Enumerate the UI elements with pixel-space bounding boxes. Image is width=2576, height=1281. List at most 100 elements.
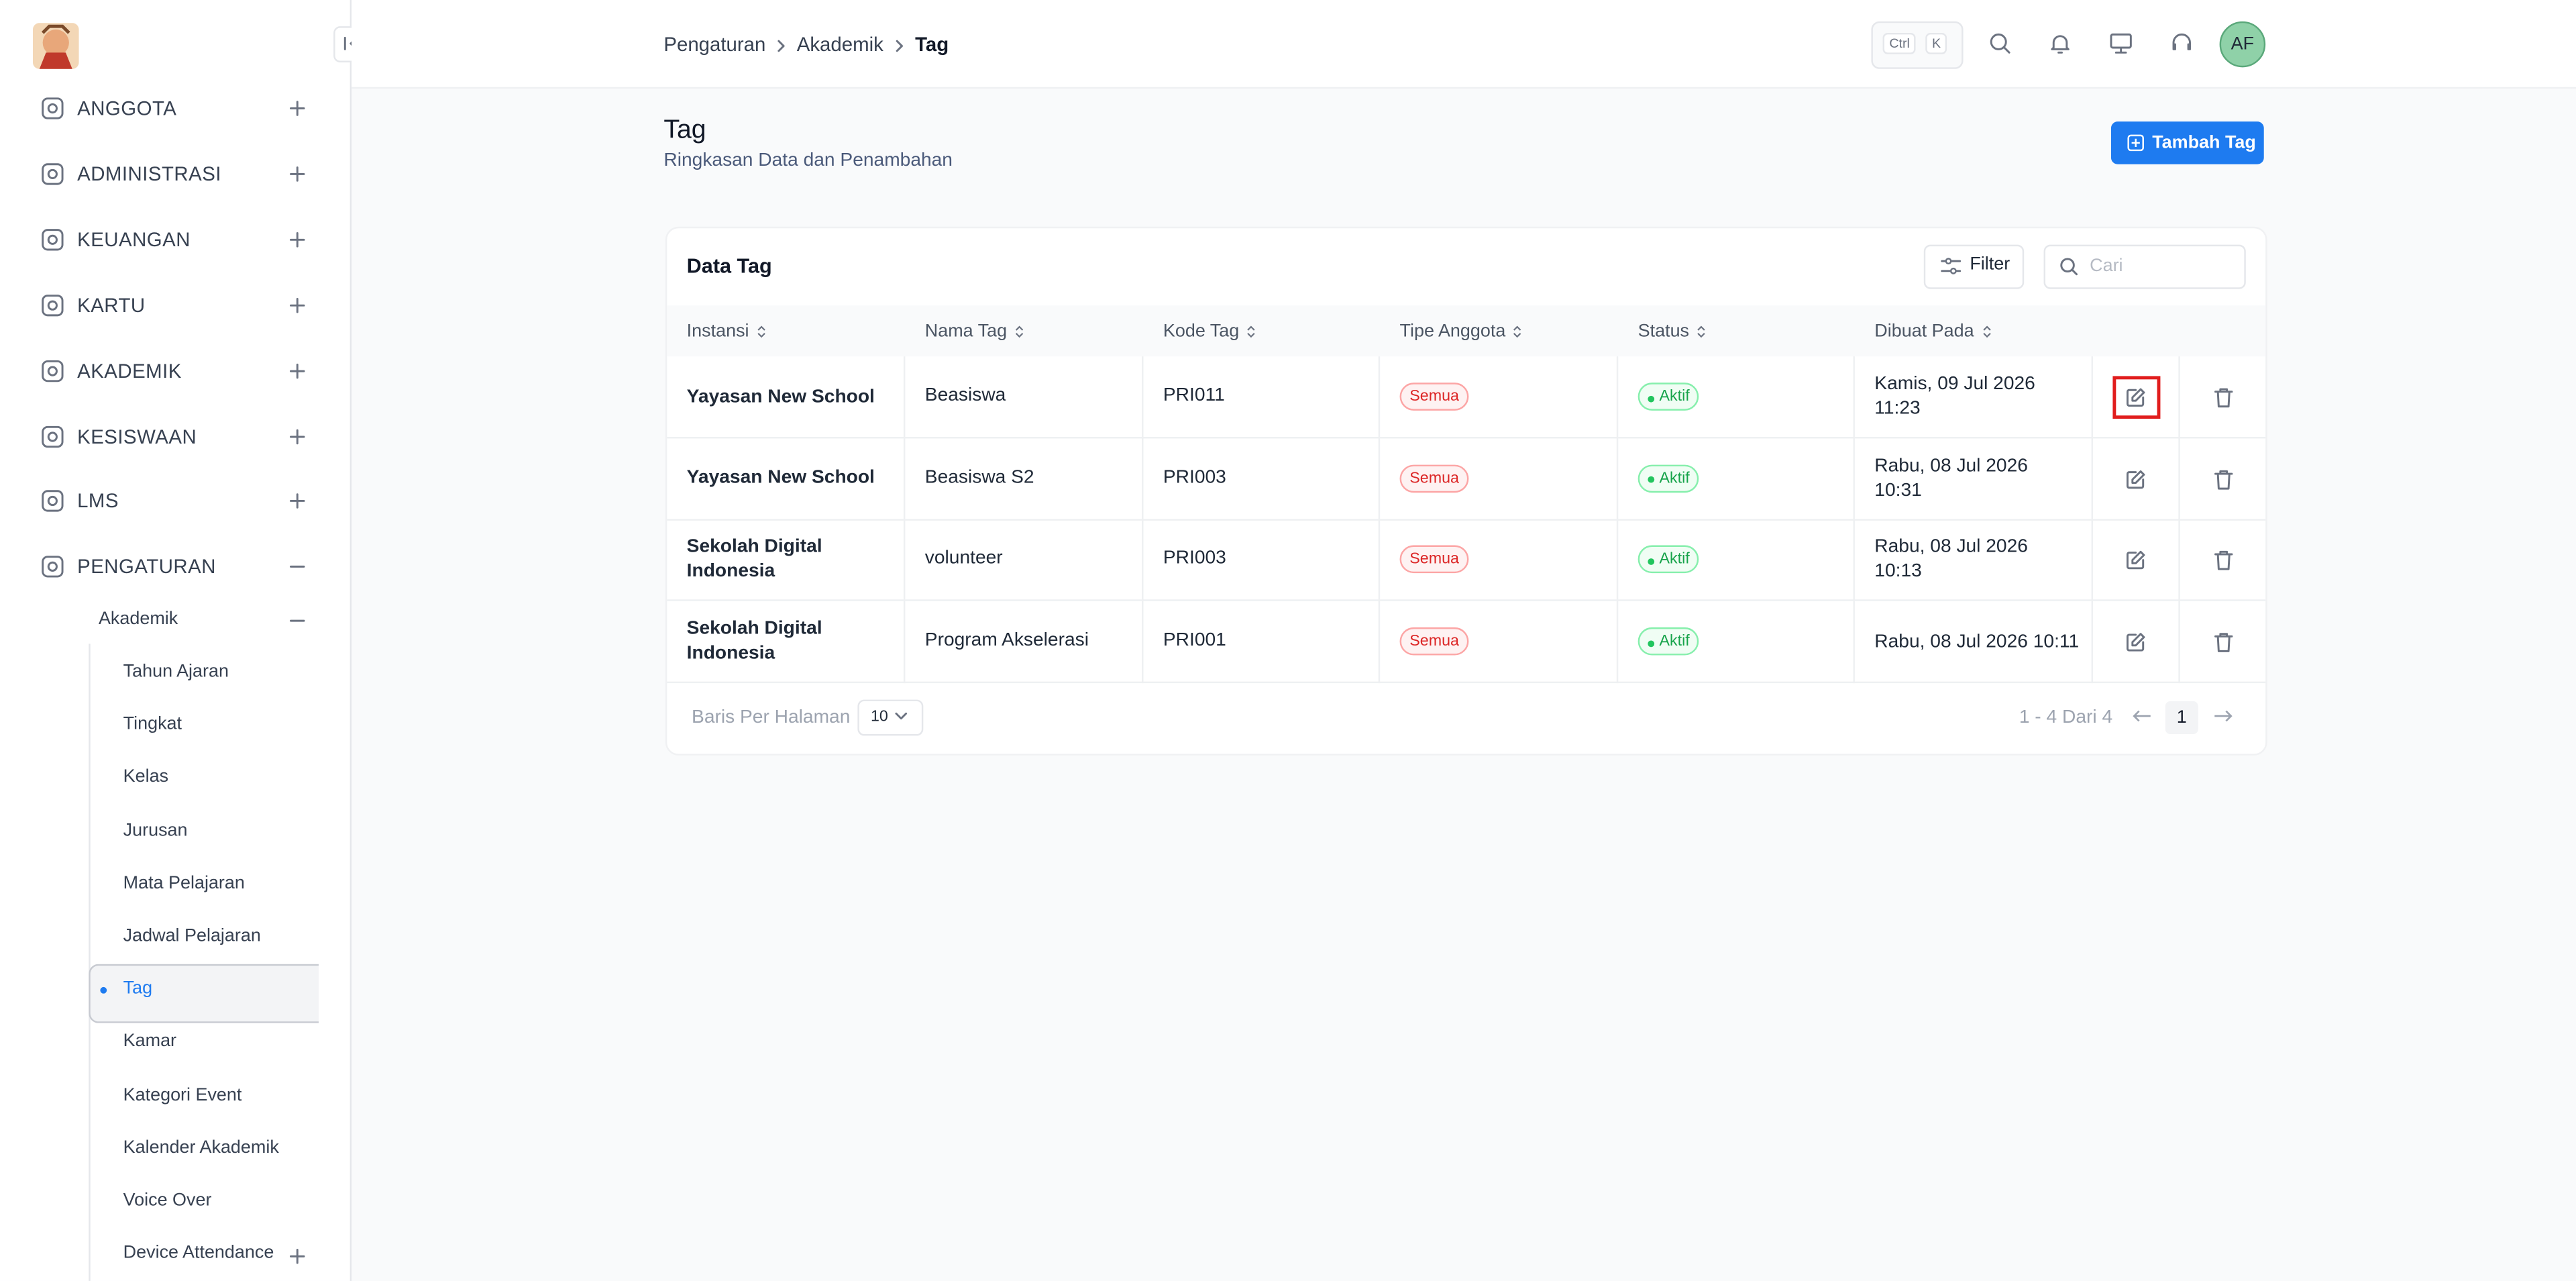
submenu-item[interactable]: Jadwal Pelajaran [123, 926, 261, 946]
menu-item[interactable]: KARTU [77, 293, 146, 317]
cell-divider [1142, 519, 1144, 602]
notification-icon[interactable] [2050, 33, 2070, 54]
submenu-item[interactable]: Kalender Akademik [123, 1137, 279, 1158]
submenu-item[interactable]: Kamar [123, 1031, 177, 1052]
search-icon[interactable] [1990, 33, 2011, 54]
breadcrumb-item[interactable]: Pengaturan [663, 32, 766, 56]
edit-button[interactable] [2126, 632, 2145, 652]
collapse-sign [290, 619, 305, 622]
menu-item[interactable]: KESISWAAN [77, 424, 197, 448]
logo [32, 23, 79, 69]
cell-divider [1142, 438, 1144, 521]
cell-divider [2091, 519, 2094, 602]
delete-button[interactable] [2214, 632, 2233, 653]
menu-item[interactable]: ANGGOTA [77, 97, 177, 120]
cell-divider [1378, 601, 1381, 684]
edit-button[interactable] [2126, 388, 2145, 407]
submenu-item[interactable]: Kelas [123, 767, 169, 788]
cell-date: Kamis, 09 Jul 2026 11:23 [1874, 373, 2080, 422]
display-icon[interactable] [2110, 33, 2133, 54]
breadcrumb-item[interactable]: Akademik [796, 32, 883, 56]
filter-button[interactable]: Filter [1923, 244, 2025, 289]
sort-icon [757, 325, 765, 338]
search-icon [2060, 258, 2078, 276]
avatar[interactable]: AF [2219, 21, 2266, 68]
edit-button[interactable] [2126, 469, 2145, 489]
menu-item[interactable]: ADMINISTRASI [77, 162, 222, 186]
submenu-item[interactable]: Tingkat [123, 715, 182, 735]
column-header[interactable]: Kode Tag [1163, 321, 1240, 342]
menu-icon [42, 556, 64, 578]
expand-sign [290, 494, 305, 509]
cell-divider [1853, 438, 1855, 521]
column-header[interactable]: Dibuat Pada [1874, 321, 1974, 342]
collapse-sign [290, 566, 305, 568]
cell-divider [1853, 519, 1855, 602]
tipe-badge: Semua [1399, 627, 1469, 656]
sidebar: ANGGOTA ADMINISTRASI KEUANGAN KARTU AKADEMIK… [0, 0, 370, 1281]
expand-sign [290, 428, 305, 444]
cell-instansi: Yayasan New School [687, 454, 884, 503]
cell-divider [1616, 601, 1619, 684]
status-badge: Aktif [1638, 627, 1700, 656]
cell-instansi: Sekolah Digital Indonesia [687, 536, 884, 585]
menu-item[interactable]: KEUANGAN [77, 227, 191, 251]
card-title: Data Tag [686, 254, 772, 278]
submenu-item[interactable]: Voice Over [123, 1190, 212, 1211]
rows-label: Baris Per Halaman [692, 707, 851, 728]
sort-icon [1697, 325, 1705, 338]
column-header[interactable]: Instansi [686, 321, 749, 342]
cell-divider [2091, 356, 2094, 439]
cell-text: Rabu, 08 Jul 2026 10:11 [1874, 631, 2080, 652]
cell-instansi: Sekolah Digital Indonesia [687, 617, 884, 666]
status-badge: Aktif [1638, 546, 1700, 574]
column-header[interactable]: Status [1638, 321, 1690, 342]
cell-divider [2178, 601, 2180, 684]
prev-page[interactable] [2133, 709, 2152, 723]
menu-item[interactable]: PENGATURAN [77, 555, 216, 579]
expand-sign [290, 166, 305, 182]
submenu-item[interactable]: Tag [123, 979, 153, 999]
data-card: Data Tag Filter Cari Instansi Nama Tag Kode T… [665, 226, 2267, 756]
add-button[interactable]: Tambah Tag [2110, 121, 2264, 164]
cell-divider [2178, 519, 2180, 602]
menu-item[interactable]: AKADEMIK [77, 358, 182, 382]
submenu-item[interactable]: Mata Pelajaran [123, 873, 245, 893]
submenu-group[interactable]: Akademik [98, 609, 178, 629]
cell-date: Rabu, 08 Jul 2026 10:31 [1874, 454, 2080, 503]
edit-button[interactable] [2126, 551, 2145, 570]
cell-text: Yayasan New School [686, 387, 875, 407]
cell-divider [1378, 519, 1381, 602]
expand-sign [290, 232, 305, 248]
expand-sign [290, 1249, 305, 1264]
cell-divider [903, 519, 906, 602]
cell-divider [1853, 356, 1855, 439]
cell-divider [903, 356, 906, 439]
column-header[interactable]: Tipe Anggota [1399, 321, 1506, 342]
status-dot [1648, 639, 1655, 647]
row-divider [667, 681, 2266, 684]
delete-button[interactable] [2214, 469, 2233, 489]
submenu-item[interactable]: Kategori Event [123, 1084, 242, 1105]
submenu-item[interactable]: Tahun Ajaran [123, 662, 229, 682]
sort-icon [1015, 325, 1024, 338]
submenu-item[interactable]: Jurusan [123, 820, 188, 841]
current-page[interactable]: 1 [2165, 701, 2198, 734]
submenu-item[interactable]: Device Attendance [123, 1243, 274, 1264]
page-size-select[interactable]: 10 [857, 699, 924, 736]
cell-nama: Beasiswa [924, 386, 1006, 406]
next-page[interactable] [2213, 709, 2233, 723]
column-header[interactable]: Nama Tag [924, 321, 1008, 342]
menu-icon [42, 425, 64, 447]
delete-button[interactable] [2214, 551, 2233, 571]
breadcrumb-separator [777, 40, 785, 52]
cell-text: Kamis, 09 Jul 2026 11:23 [1874, 374, 2035, 419]
menu-item[interactable]: LMS [77, 490, 119, 513]
cell-kode: PRI001 [1163, 631, 1226, 651]
active-dot [100, 987, 107, 994]
search-input[interactable]: Cari [2043, 244, 2246, 289]
support-icon[interactable] [2170, 33, 2193, 54]
delete-button[interactable] [2214, 388, 2233, 408]
